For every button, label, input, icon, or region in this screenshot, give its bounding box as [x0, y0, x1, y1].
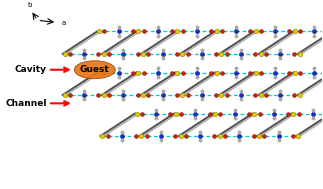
Ellipse shape: [74, 61, 115, 79]
Text: Cavity: Cavity: [15, 65, 47, 74]
Text: a: a: [62, 19, 66, 26]
Text: Channel: Channel: [5, 99, 47, 108]
Text: b: b: [27, 2, 32, 8]
Text: Guest: Guest: [80, 65, 109, 74]
